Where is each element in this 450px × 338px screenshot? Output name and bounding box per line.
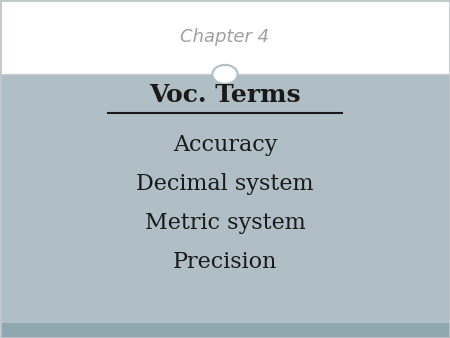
Text: Precision: Precision — [173, 251, 277, 273]
Circle shape — [212, 65, 238, 84]
Text: Voc. Terms: Voc. Terms — [149, 82, 301, 107]
Bar — [0, 0, 450, 74]
Text: Metric system: Metric system — [144, 212, 306, 234]
Text: Chapter 4: Chapter 4 — [180, 28, 270, 46]
Bar — [0, 323, 450, 338]
Text: Decimal system: Decimal system — [136, 173, 314, 195]
Bar — [0, 74, 450, 323]
Text: Accuracy: Accuracy — [173, 134, 277, 156]
